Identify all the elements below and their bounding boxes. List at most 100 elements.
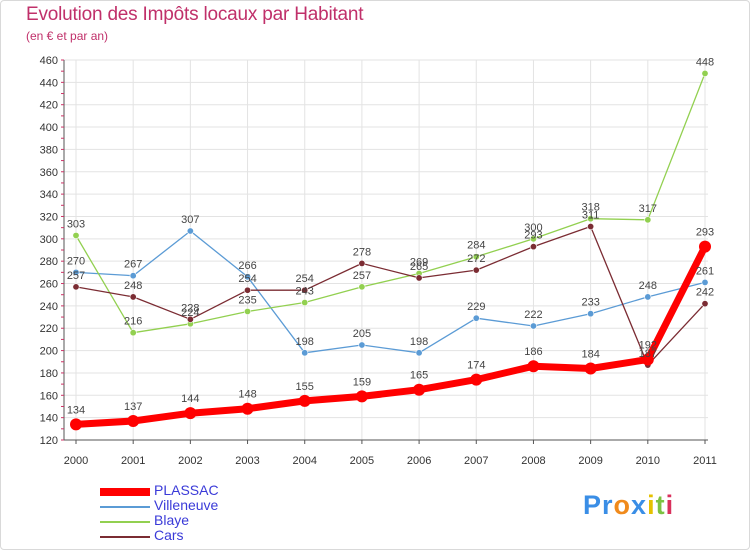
series-line-villeneuve — [75, 230, 706, 354]
point-cars-2007 — [472, 266, 480, 274]
data-label-plassac-2006: 165 — [410, 370, 428, 382]
legend-swatch-cars — [100, 536, 150, 538]
data-label-blaye-2006: 269 — [410, 256, 428, 268]
logo-letter-0: P — [583, 490, 603, 520]
legend-item-plassac: PLASSAC — [100, 482, 300, 499]
legend-label-cars: Cars — [154, 527, 184, 543]
x-tick-label-2010: 2010 — [636, 455, 660, 467]
series-line-plassac — [72, 243, 709, 428]
data-label-plassac-2004: 155 — [296, 381, 314, 393]
y-tick-label-340: 340 — [40, 189, 58, 201]
point-plassac-2007 — [470, 373, 483, 386]
point-plassac-2003 — [241, 402, 254, 415]
point-plassac-2002 — [184, 407, 197, 420]
point-plassac-2000 — [70, 418, 82, 431]
data-label-villeneuve-2005: 205 — [353, 328, 371, 340]
point-plassac-2011 — [699, 240, 711, 253]
data-label-blaye-2009: 318 — [581, 202, 599, 214]
data-label-cars-2002: 228 — [181, 302, 199, 314]
point-plassac-2006 — [413, 383, 426, 396]
point-villeneuve-2002 — [186, 227, 194, 235]
data-label-cars-2009: 311 — [582, 210, 600, 222]
data-label-blaye-2004: 243 — [296, 286, 314, 298]
point-villeneuve-2000 — [72, 268, 80, 276]
data-label-villeneuve-2002: 307 — [181, 214, 199, 226]
data-label-plassac-2005: 159 — [353, 376, 371, 388]
y-tick-label-200: 200 — [40, 346, 58, 358]
x-tick-label-2007: 2007 — [464, 455, 488, 467]
legend-label-villeneuve: Villeneuve — [154, 497, 219, 513]
x-tick-label-2003: 2003 — [235, 455, 259, 467]
legend-label-plassac: PLASSAC — [154, 482, 219, 498]
logo-letter-6: i — [665, 490, 675, 520]
point-villeneuve-2005 — [358, 341, 366, 349]
point-villeneuve-2001 — [129, 272, 137, 280]
data-label-cars-2005: 278 — [353, 246, 371, 258]
chart-title: Evolution des Impôts locaux par Habitant — [26, 4, 364, 25]
logo-letter-3: x — [631, 490, 648, 520]
data-label-villeneuve-2011: 261 — [696, 265, 714, 277]
series-line-blaye — [75, 72, 706, 334]
data-label-cars-2011: 242 — [696, 287, 714, 299]
y-tick-label-300: 300 — [40, 234, 58, 246]
point-blaye-2011 — [701, 69, 709, 77]
data-label-plassac-2003: 148 — [238, 389, 256, 401]
data-label-blaye-2000: 303 — [67, 218, 85, 230]
point-villeneuve-2007 — [472, 314, 480, 322]
data-label-blaye-2010: 317 — [639, 203, 657, 215]
point-blaye-2000 — [72, 231, 80, 239]
x-tick-label-2001: 2001 — [121, 455, 145, 467]
point-plassac-2001 — [127, 415, 140, 427]
logo-letter-4: i — [647, 490, 656, 520]
legend-item-blaye: Blaye — [100, 512, 300, 529]
point-villeneuve-2006 — [415, 349, 423, 357]
point-blaye-2008 — [529, 235, 537, 243]
point-cars-2006 — [415, 274, 423, 282]
point-blaye-2010 — [644, 216, 652, 224]
data-label-plassac-2009: 184 — [581, 348, 599, 360]
legend: PLASSAC Villeneuve Blaye Cars — [100, 482, 300, 544]
point-cars-2009 — [587, 223, 595, 231]
point-plassac-2009 — [584, 362, 597, 375]
data-label-cars-2010: 187 — [639, 348, 657, 360]
point-blaye-2003 — [244, 307, 252, 315]
point-cars-2001 — [129, 293, 137, 301]
y-tick-label-180: 180 — [40, 368, 58, 380]
x-tick-label-2002: 2002 — [178, 455, 202, 467]
data-label-blaye-2007: 284 — [467, 240, 485, 252]
logo-letter-5: t — [655, 490, 666, 520]
point-cars-2003 — [244, 286, 252, 294]
legend-swatch-plassac — [100, 488, 150, 496]
logo-letter-2: o — [613, 490, 632, 520]
data-label-villeneuve-2007: 229 — [467, 301, 485, 313]
data-label-villeneuve-2000: 270 — [67, 255, 85, 267]
proxiti-logo: Proxiti — [583, 490, 674, 521]
point-blaye-2009 — [587, 215, 595, 223]
point-blaye-2007 — [472, 253, 480, 261]
data-label-cars-2000: 257 — [67, 270, 85, 282]
y-tick-label-460: 460 — [40, 55, 58, 67]
point-villeneuve-2004 — [301, 349, 309, 357]
point-cars-2008 — [529, 243, 537, 251]
y-tick-label-160: 160 — [40, 390, 58, 402]
point-cars-2002 — [186, 315, 194, 323]
logo-letter-1: r — [602, 490, 614, 520]
data-label-blaye-2001: 216 — [124, 316, 142, 328]
point-blaye-2005 — [358, 283, 366, 291]
legend-swatch-blaye — [100, 521, 150, 523]
point-plassac-2004 — [298, 394, 311, 407]
y-tick-label-240: 240 — [40, 301, 58, 313]
x-tick-label-2005: 2005 — [350, 455, 374, 467]
data-label-plassac-2008: 186 — [524, 346, 542, 358]
legend-item-cars: Cars — [100, 527, 300, 544]
data-label-plassac-2010: 192 — [639, 340, 657, 352]
series-line-cars — [75, 225, 706, 366]
data-label-plassac-2000: 134 — [67, 404, 85, 416]
data-label-blaye-2002: 224 — [181, 307, 199, 319]
y-tick-label-280: 280 — [40, 256, 58, 268]
data-label-blaye-2003: 235 — [238, 294, 256, 306]
y-tick-label-420: 420 — [40, 100, 58, 112]
point-cars-2005 — [358, 259, 366, 267]
point-plassac-2008 — [527, 360, 540, 373]
